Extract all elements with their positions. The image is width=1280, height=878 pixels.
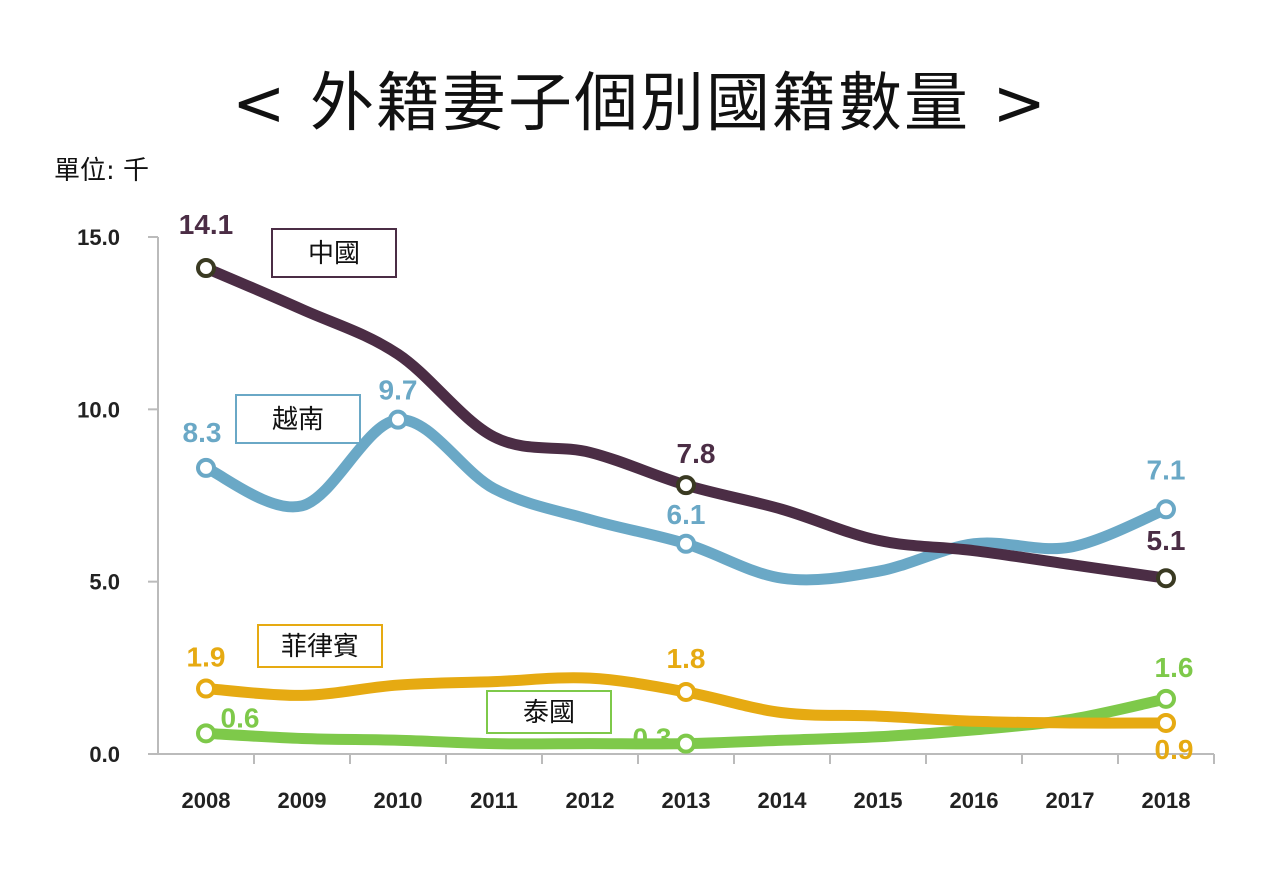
x-tick-label: 2018 [1142,788,1191,813]
data-label: 8.3 [183,417,222,448]
x-tick-label: 2012 [566,788,615,813]
legend-label: 泰國 [523,698,575,728]
data-label: 14.1 [179,209,234,240]
y-tick-label: 0.0 [89,742,120,767]
point-marker [676,733,696,754]
x-tick-label: 2016 [950,788,999,813]
x-tick-label: 2010 [374,788,423,813]
x-tick-label: 2014 [758,788,808,813]
y-tick-label: 5.0 [89,570,120,595]
point-marker [676,681,696,702]
legend-box [486,690,612,734]
data-label: 0.6 [221,702,260,733]
legend-label: 越南 [272,405,324,435]
point-marker [1156,712,1176,733]
x-tick-label: 2015 [854,788,903,813]
point-marker [196,258,216,279]
point-marker [1156,688,1176,709]
point-marker [676,533,696,554]
data-label: 0.9 [1155,734,1194,765]
unit-label: 單位: 千 [54,156,150,186]
series-line-1 [200,414,1172,586]
point-marker [1156,568,1176,589]
legend-box [271,228,397,278]
x-tick-label: 2013 [662,788,711,813]
legend-box [257,624,383,668]
point-marker [196,723,216,744]
data-label: 7.1 [1147,454,1186,485]
point-marker [676,475,696,496]
point-marker [1156,499,1176,520]
x-tick-label: 2011 [470,788,518,813]
data-label: 1.9 [187,642,226,673]
point-marker [196,457,216,478]
data-label: 1.6 [1155,652,1194,683]
data-label: 6.1 [667,499,706,530]
y-tick-label: 15.0 [77,225,120,250]
data-label: 9.7 [379,375,418,406]
y-tick-label: 10.0 [77,397,120,422]
legend-label: 中國 [308,239,360,269]
chart-title: < 外籍妻子個別國籍數量 > [232,67,1048,141]
x-tick-label: 2008 [182,788,231,813]
legend-box [235,394,361,444]
data-label: 0.3 [633,723,672,754]
data-label: 7.8 [677,438,716,469]
legend-label: 菲律賓 [281,632,359,662]
data-label: 1.8 [667,643,706,674]
point-marker [388,409,408,430]
x-tick-label: 2017 [1046,788,1095,813]
point-marker [196,678,216,699]
series-line-0 [200,262,1172,584]
data-label: 5.1 [1147,525,1186,556]
x-tick-label: 2009 [278,788,327,813]
